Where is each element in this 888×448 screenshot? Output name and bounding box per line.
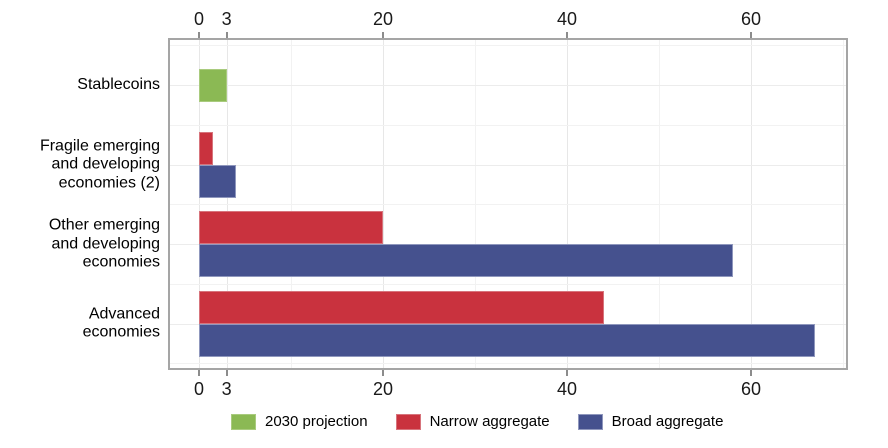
x-tick-label-bottom: 60 [740,379,762,399]
gridline-y-minor [170,363,846,365]
legend-item-label: 2030 projection [265,413,368,430]
x-tick-bottom [382,370,384,376]
gridline-y-minor [170,45,846,47]
gridline-x-major [383,40,384,368]
x-tick-top [198,32,200,38]
y-category-label: Fragile emerging and developing economie… [39,136,160,191]
legend-swatch-icon [395,413,421,430]
gridline-x-minor [291,40,292,368]
gridline-x-minor [475,40,476,368]
legend-swatch-icon [577,413,603,430]
gridline-x-major [751,40,752,368]
x-tick-label-top: 60 [740,9,762,29]
x-tick-top [566,32,568,38]
y-category-label: Advanced economies [82,305,160,341]
gridline-x-major [226,40,228,368]
legend-item-label: Broad aggregate [611,413,724,430]
x-tick-label-top: 0 [193,9,205,29]
x-tick-label-bottom: 40 [556,379,578,399]
gridline-x-major [199,40,200,368]
bar-broad-aggregate [199,244,733,277]
legend: 2030 projection Narrow aggregate Broad agg… [231,413,723,430]
gridline-x-major [567,40,568,368]
x-tick-label-top: 40 [556,9,578,29]
x-tick-top [750,32,752,38]
x-tick-label-bottom: 20 [372,379,394,399]
x-tick-label-top: 20 [372,9,394,29]
gridline-y-minor [170,204,846,206]
y-category-label: Stablecoins [77,75,160,93]
x-tick-top [382,32,384,38]
gridline-x-minor [843,40,844,368]
x-tick-top [225,32,228,38]
bar-broad-aggregate [199,323,816,357]
x-tick-label-bottom: 0 [193,379,205,399]
y-category-label: Other emerging and developing economies [48,216,160,271]
x-tick-bottom [750,370,752,376]
x-tick-label-top: 3 [221,9,232,29]
x-tick-bottom [566,370,568,376]
gridline-y-major [170,164,846,166]
x-tick-bottom [225,370,228,376]
gridline-y-major [170,85,846,86]
bar-narrow-aggregate [199,211,383,244]
legend-item-broad-aggregate: Broad aggregate [577,413,724,430]
gridline-y-minor [170,124,846,126]
gridline-y-minor [170,283,846,285]
bar-narrow-aggregate [199,131,213,165]
legend-swatch-icon [231,413,256,430]
bar-narrow-aggregate [199,290,604,324]
legend-item-2030-projection: 2030 projection [231,413,368,430]
bar-broad-aggregate [199,164,236,198]
legend-item-narrow-aggregate: Narrow aggregate [395,413,550,430]
bar-2030-projection [199,68,227,102]
plot-area [168,38,848,370]
gridline-x-minor [659,40,660,368]
x-tick-bottom [198,370,200,376]
legend-item-label: Narrow aggregate [429,413,550,430]
x-tick-label-bottom: 3 [221,379,232,399]
